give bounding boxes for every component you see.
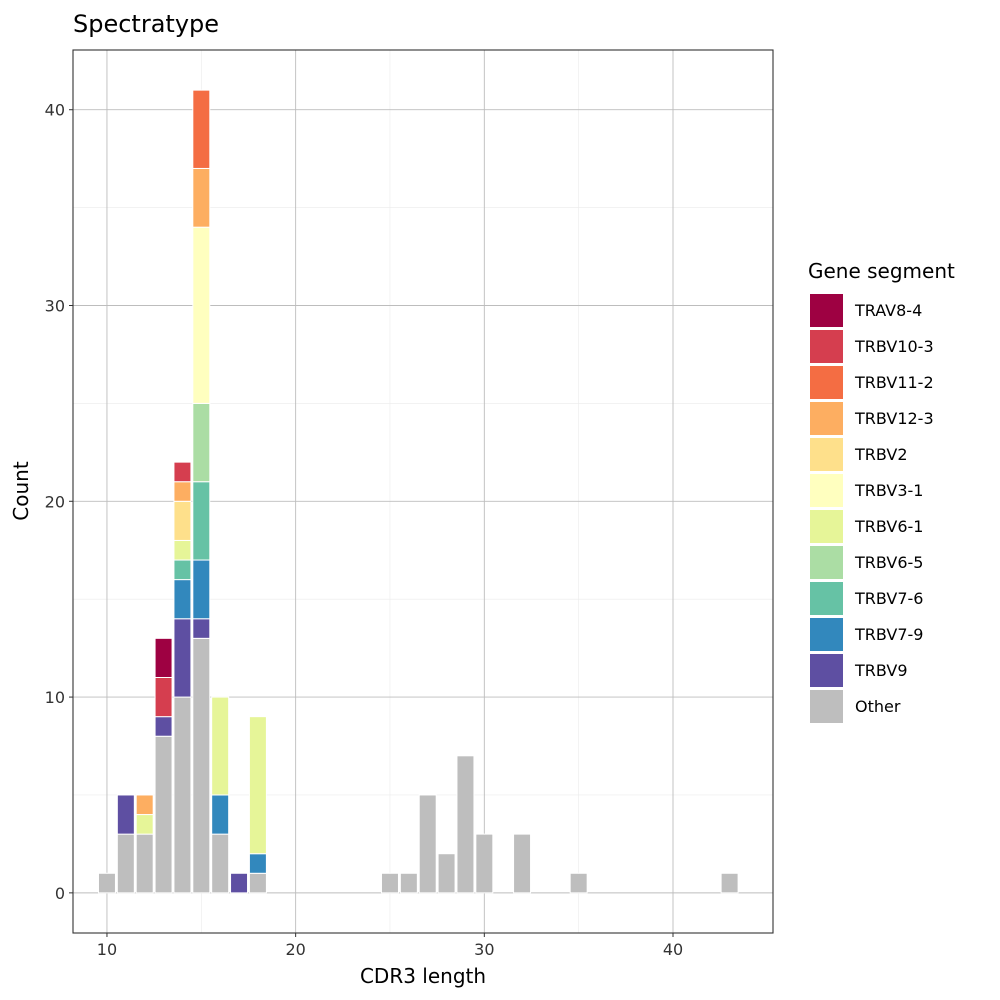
bar-segment-trbv6-1-len-18 xyxy=(248,716,267,855)
bar-segment-other-len-18 xyxy=(248,872,267,894)
legend-label-trbv6-1: TRBV6-1 xyxy=(854,517,923,536)
legend-swatch-trbv6-1 xyxy=(810,510,843,543)
y-tick-label: 20 xyxy=(45,492,65,511)
bar-segment-trbv9-len-13 xyxy=(154,716,173,737)
legend-title: Gene segment xyxy=(808,259,955,283)
bar-segment-trbv7-9-len-18 xyxy=(248,853,267,874)
legend-label-trbv11-2: TRBV11-2 xyxy=(854,373,934,392)
bar-segment-trbv9-len-17 xyxy=(230,872,249,894)
legend-label-trbv3-1: TRBV3-1 xyxy=(854,481,923,500)
bar-segment-other-len-25 xyxy=(380,872,399,894)
bar-segment-trbv7-9-len-16 xyxy=(211,794,230,835)
y-axis-title: Count xyxy=(9,461,33,521)
bar-segment-other-len-27 xyxy=(418,794,437,894)
bar-segment-trbv6-1-len-16 xyxy=(211,696,230,796)
bar-segment-other-len-29 xyxy=(456,755,475,894)
y-tick-label: 40 xyxy=(45,101,65,120)
bar-segment-trbv3-1-len-15 xyxy=(192,226,211,404)
plot-panel-border xyxy=(72,49,774,934)
bar-segment-other-len-43 xyxy=(720,872,739,894)
bar-segment-trbv6-1-len-12 xyxy=(135,814,154,835)
bar-segment-trbv6-5-len-15 xyxy=(192,402,211,483)
bar-segment-trbv9-len-14 xyxy=(173,618,192,698)
chart-title: Spectratype xyxy=(73,10,219,38)
legend-swatch-trbv12-3 xyxy=(810,402,843,435)
axes: 0 10 20 30 40 10 20 30 40 xyxy=(45,101,684,959)
bar-segment-trbv6-1-len-14 xyxy=(173,539,192,561)
bar-segment-other-len-16 xyxy=(211,833,230,894)
bar-segment-trbv10-3-len-14 xyxy=(173,461,192,483)
x-tick-label: 40 xyxy=(663,940,683,959)
legend-label-trbv12-3: TRBV12-3 xyxy=(854,409,934,428)
bar-segment-trbv12-3-len-15 xyxy=(192,167,211,228)
y-tick-label: 30 xyxy=(45,297,65,316)
legend-swatch-trbv3-1 xyxy=(810,474,843,507)
legend-swatch-trbv2 xyxy=(810,438,843,471)
bar-segment-trbv2-len-14 xyxy=(173,500,192,541)
legend: TRAV8-4 TRBV10-3 TRBV11-2 TRBV12-3 TRBV2 TRBV… xyxy=(810,294,934,723)
bar-segment-other-len-28 xyxy=(437,853,456,894)
bar-segment-other-len-26 xyxy=(399,872,418,894)
bar-segment-other-len-35 xyxy=(569,872,588,894)
legend-swatch-trbv9 xyxy=(810,654,843,687)
bar-segment-other-len-12 xyxy=(135,833,154,894)
y-tick-label: 10 xyxy=(45,688,65,707)
legend-label-trbv2: TRBV2 xyxy=(854,445,908,464)
legend-label-trbv7-6: TRBV7-6 xyxy=(854,589,923,608)
bar-segment-trbv12-3-len-12 xyxy=(135,794,154,816)
bar-segment-other-len-13 xyxy=(154,735,173,894)
legend-swatch-trbv10-3 xyxy=(810,330,843,363)
bars xyxy=(97,89,739,894)
legend-swatch-trav8-4 xyxy=(810,294,843,327)
legend-label-trbv10-3: TRBV10-3 xyxy=(854,337,934,356)
bar-segment-other-len-15 xyxy=(192,637,211,894)
bar-segment-trbv12-3-len-14 xyxy=(173,481,192,502)
bar-segment-trbv11-2-len-15 xyxy=(192,89,211,169)
bar-segment-other-len-30 xyxy=(475,833,494,894)
bar-segment-trbv7-9-len-14 xyxy=(173,579,192,620)
legend-swatch-trbv11-2 xyxy=(810,366,843,399)
bar-segment-other-len-11 xyxy=(116,833,135,894)
bar-segment-trbv7-6-len-14 xyxy=(173,559,192,581)
legend-swatch-trbv7-9 xyxy=(810,618,843,651)
bar-segment-trbv7-6-len-15 xyxy=(192,481,211,561)
bar-segment-trav8-4-len-13 xyxy=(154,637,173,678)
bar-segment-other-len-10 xyxy=(97,872,116,894)
x-tick-label: 10 xyxy=(97,940,117,959)
legend-swatch-trbv7-6 xyxy=(810,582,843,615)
bar-segment-trbv9-len-15 xyxy=(192,618,211,639)
x-tick-label: 30 xyxy=(474,940,494,959)
bar-segment-trbv10-3-len-13 xyxy=(154,676,173,718)
x-tick-label: 20 xyxy=(285,940,305,959)
legend-label-trbv9: TRBV9 xyxy=(854,661,908,680)
bar-segment-other-len-14 xyxy=(173,696,192,894)
bar-segment-trbv9-len-11 xyxy=(116,794,135,835)
legend-label-trbv7-9: TRBV7-9 xyxy=(854,625,923,644)
x-axis-title: CDR3 length xyxy=(360,964,486,988)
y-tick-label: 0 xyxy=(55,884,65,903)
legend-label-trav8-4: TRAV8-4 xyxy=(854,301,922,320)
legend-swatch-trbv6-5 xyxy=(810,546,843,579)
legend-swatch-other xyxy=(810,690,843,723)
bar-segment-trbv7-9-len-15 xyxy=(192,559,211,620)
legend-label-trbv6-5: TRBV6-5 xyxy=(854,553,923,572)
bar-segment-other-len-32 xyxy=(513,833,532,894)
legend-label-other: Other xyxy=(855,697,901,716)
